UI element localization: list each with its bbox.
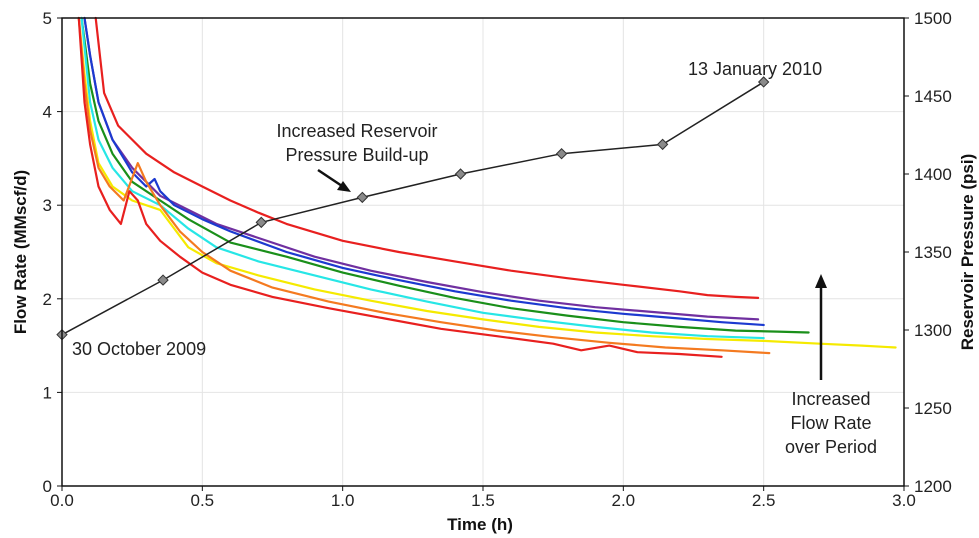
flow-rate-arrow	[815, 274, 827, 380]
y-axis-title: Flow Rate (MMscf/d)	[11, 170, 30, 334]
y-tick-label: 2	[43, 290, 52, 309]
flow-series-group	[77, 16, 897, 358]
pressure-series-line	[61, 81, 765, 336]
x-tick-label: 3.0	[892, 491, 916, 510]
x-tick-label: 1.0	[331, 491, 355, 510]
flow-series-line-4	[80, 16, 810, 334]
y-tick-label: 0	[43, 477, 52, 496]
annotation-flow-line3: over Period	[785, 437, 877, 457]
y-tick-label: 5	[43, 9, 52, 28]
y2-tick-label: 1400	[914, 165, 952, 184]
x-axis-title: Time (h)	[447, 515, 513, 534]
y2-tick-label: 1500	[914, 9, 952, 28]
pressure-marker	[356, 191, 369, 204]
x-tick-label: 1.5	[471, 491, 495, 510]
y-tick-label: 3	[43, 196, 52, 215]
annotation-flow-line1: Increased	[791, 389, 870, 409]
y2-tick-label: 1450	[914, 87, 952, 106]
pressure-series-group	[56, 76, 770, 341]
y2-axis-title: Reservoir Pressure (psi)	[958, 154, 977, 351]
flow-series-line-3	[83, 16, 765, 327]
x-tick-label: 2.0	[612, 491, 636, 510]
pressure-marker	[157, 274, 169, 286]
y-tick-label: 1	[43, 383, 52, 402]
annotation-end-date: 13 January 2010	[688, 59, 822, 79]
y2-tick-label: 1200	[914, 477, 952, 496]
x-tick-label: 2.5	[752, 491, 776, 510]
flow-series-line-1	[94, 16, 760, 299]
flow-series-line-5	[80, 16, 765, 340]
flow-series-line-7	[77, 16, 771, 355]
pressure-marker	[255, 216, 267, 229]
annotation-start-date: 30 October 2009	[72, 339, 206, 359]
flow-series-line-8	[77, 16, 723, 358]
grid-lines	[62, 18, 904, 486]
x-tick-label: 0.0	[50, 491, 74, 510]
y2-tick-label: 1350	[914, 243, 952, 262]
y2-tick-label: 1300	[914, 321, 952, 340]
annotation-pressure-line1: Increased Reservoir	[276, 121, 437, 141]
pressure-marker	[555, 148, 568, 160]
pressure-marker	[454, 168, 467, 180]
annotation-pressure-line2: Pressure Build-up	[285, 145, 428, 165]
pressure-arrow	[317, 168, 351, 192]
flow-series-line-6	[77, 16, 897, 349]
x-tick-label: 0.5	[191, 491, 215, 510]
annotation-flow-line2: Flow Rate	[790, 413, 871, 433]
y2-tick-label: 1250	[914, 399, 952, 418]
pressure-marker	[656, 138, 669, 151]
pressure-marker	[757, 76, 770, 88]
y-tick-label: 4	[43, 103, 52, 122]
axis-ticks: 0.0 0.5 1.0 1.5 2.0 2.5 3.0 0 1 2 3 4 5 1200 1250 1300 1…	[43, 9, 952, 510]
